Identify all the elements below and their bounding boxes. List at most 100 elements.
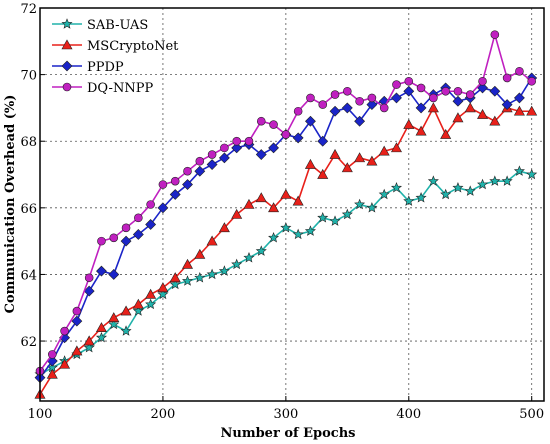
x-tick-label: 500 [519, 407, 544, 422]
data-point [304, 158, 316, 169]
data-point [269, 120, 278, 129]
data-point [317, 212, 329, 223]
data-point [329, 105, 341, 117]
data-point [502, 73, 512, 83]
data-point [194, 248, 206, 259]
data-point [218, 152, 230, 164]
data-point [403, 85, 415, 97]
data-point [403, 118, 415, 129]
data-point [169, 278, 181, 290]
data-point [120, 235, 132, 247]
data-point [378, 145, 390, 156]
data-point [526, 168, 538, 180]
data-point [464, 102, 476, 113]
legend-label: MSCryptoNet [87, 39, 179, 54]
data-point [97, 236, 106, 246]
data-point [341, 102, 353, 114]
legend-entry: MSCryptoNet [52, 39, 179, 54]
data-point [145, 298, 157, 310]
y-tick-label: 62 [20, 335, 37, 350]
legend-marker [61, 18, 73, 29]
data-point [440, 188, 452, 200]
data-point [415, 102, 427, 114]
data-point [478, 76, 487, 86]
data-point [501, 175, 513, 186]
data-point [378, 188, 390, 200]
data-point [292, 228, 304, 240]
data-point [182, 179, 193, 190]
plot-frame [39, 7, 545, 402]
data-point [416, 83, 426, 93]
data-point [194, 165, 206, 177]
data-point [132, 305, 144, 316]
data-point [60, 326, 69, 336]
data-point [329, 215, 341, 226]
legend: SAB-UAS MSCryptoNet PPDP DQ-NNPP [52, 18, 179, 96]
data-point [109, 233, 119, 243]
data-point [452, 95, 464, 107]
data-point [452, 112, 464, 123]
data-point [343, 86, 352, 96]
data-point [120, 325, 132, 336]
y-tick-label: 68 [20, 135, 37, 150]
data-point [490, 30, 500, 39]
data-point [181, 275, 194, 286]
y-tick-label: 72 [20, 2, 37, 17]
data-point [513, 92, 525, 104]
data-point [46, 368, 58, 379]
data-point [95, 331, 107, 343]
data-point [453, 86, 463, 96]
legend-label: DQ-NNPP [87, 81, 153, 96]
data-point [170, 176, 180, 186]
x-tick-label: 400 [396, 407, 421, 422]
data-point [527, 76, 537, 86]
data-point [441, 86, 450, 96]
data-point [194, 271, 206, 283]
data-point [231, 142, 243, 154]
data-point [440, 128, 452, 139]
data-point [145, 219, 157, 230]
legend-marker [62, 82, 72, 92]
legend-label: PPDP [87, 60, 124, 75]
data-point [256, 116, 266, 126]
data-point [84, 273, 94, 283]
data-point [392, 80, 401, 89]
data-point [341, 162, 353, 173]
data-point [232, 136, 241, 146]
data-point [72, 306, 82, 316]
data-point [169, 272, 181, 283]
data-point [464, 185, 476, 196]
legend-label: SAB-UAS [87, 18, 148, 33]
data-point [366, 99, 378, 111]
data-point [415, 125, 427, 136]
data-point [329, 148, 341, 159]
data-point [243, 251, 255, 263]
data-point [243, 198, 255, 209]
data-point [452, 182, 464, 193]
data-point [489, 85, 501, 97]
data-point [47, 350, 57, 359]
data-point [146, 200, 155, 209]
legend-entry: SAB-UAS [52, 18, 148, 33]
data-point [218, 265, 230, 276]
data-point [280, 222, 292, 233]
axis-ticks: 100 200 300 400 500 62 64 66 68 70 72 [20, 2, 544, 422]
data-point [366, 155, 378, 166]
data-point [427, 175, 439, 186]
data-point [158, 180, 168, 189]
data-point [281, 130, 291, 139]
x-tick-label: 300 [273, 407, 298, 422]
data-point [169, 189, 181, 200]
data-point [403, 195, 415, 206]
data-point [354, 198, 366, 210]
data-point [526, 105, 538, 116]
y-axis-title: Communication Overhead (%) [3, 95, 18, 314]
data-point [404, 76, 414, 86]
data-point [108, 318, 120, 330]
data-point [501, 99, 513, 111]
y-tick-label: 66 [20, 202, 37, 217]
series-mscryptonet [34, 102, 538, 399]
data-point [71, 315, 83, 327]
y-tick-label: 70 [20, 69, 37, 84]
